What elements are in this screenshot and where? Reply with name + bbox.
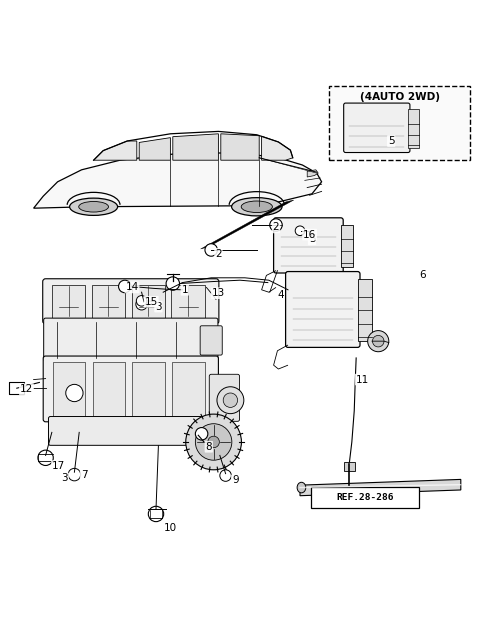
Bar (344, 462, 355, 471)
Text: 6: 6 (419, 270, 426, 281)
FancyBboxPatch shape (311, 487, 419, 508)
Bar (408, 109, 419, 148)
FancyBboxPatch shape (329, 86, 470, 160)
Circle shape (223, 393, 238, 408)
Ellipse shape (79, 202, 108, 212)
Text: 2: 2 (215, 249, 222, 259)
FancyBboxPatch shape (44, 318, 218, 361)
FancyBboxPatch shape (43, 356, 218, 422)
FancyBboxPatch shape (274, 218, 343, 273)
Bar (52, 286, 85, 318)
FancyBboxPatch shape (48, 417, 213, 446)
Polygon shape (307, 169, 318, 177)
Text: 3: 3 (61, 473, 68, 483)
Text: 11: 11 (356, 374, 369, 385)
Text: 5: 5 (388, 136, 395, 146)
Circle shape (136, 299, 147, 310)
Text: 8: 8 (205, 442, 212, 452)
Circle shape (205, 244, 217, 256)
Text: 14: 14 (125, 282, 139, 292)
Polygon shape (300, 480, 461, 496)
Text: 17: 17 (52, 461, 65, 471)
Text: 3: 3 (155, 302, 162, 311)
Circle shape (217, 386, 244, 413)
Circle shape (372, 335, 384, 347)
Text: 4: 4 (277, 290, 284, 300)
Bar (53, 362, 85, 417)
Ellipse shape (232, 198, 282, 216)
FancyBboxPatch shape (209, 374, 240, 421)
Circle shape (38, 450, 53, 465)
Polygon shape (34, 153, 322, 208)
Bar (172, 362, 205, 417)
Bar (171, 286, 205, 318)
Text: 7: 7 (81, 469, 87, 480)
Circle shape (208, 436, 219, 447)
Polygon shape (139, 137, 170, 160)
Circle shape (195, 428, 208, 440)
Polygon shape (201, 200, 294, 249)
Text: 2: 2 (273, 222, 279, 232)
Circle shape (166, 277, 180, 290)
Bar (132, 362, 165, 417)
Circle shape (68, 469, 81, 481)
Bar (9, 383, 24, 394)
Bar (341, 225, 353, 267)
Text: (4AUTO 2WD): (4AUTO 2WD) (360, 92, 440, 101)
Circle shape (195, 424, 232, 460)
Polygon shape (262, 136, 293, 160)
Text: 1: 1 (181, 285, 188, 295)
Bar (132, 286, 165, 318)
Ellipse shape (70, 198, 118, 216)
FancyBboxPatch shape (344, 103, 410, 153)
Circle shape (295, 226, 305, 236)
Text: 10: 10 (164, 523, 177, 534)
FancyBboxPatch shape (43, 279, 219, 324)
Text: 9: 9 (232, 475, 239, 485)
Text: REF.28-286: REF.28-286 (336, 493, 394, 502)
Polygon shape (173, 134, 218, 160)
Polygon shape (221, 134, 259, 160)
Circle shape (119, 280, 131, 293)
Bar (92, 286, 125, 318)
Text: 5: 5 (309, 234, 315, 245)
Bar (358, 279, 372, 341)
Circle shape (186, 414, 241, 470)
Circle shape (220, 470, 231, 482)
Bar (93, 362, 125, 417)
Text: 15: 15 (144, 297, 158, 307)
Polygon shape (94, 141, 137, 160)
FancyBboxPatch shape (286, 272, 360, 347)
Circle shape (270, 219, 282, 231)
Text: 12: 12 (20, 384, 33, 394)
Ellipse shape (297, 482, 306, 493)
Text: 13: 13 (212, 288, 225, 298)
Ellipse shape (241, 201, 273, 213)
Circle shape (136, 295, 147, 306)
Circle shape (148, 507, 164, 522)
Circle shape (66, 385, 83, 402)
FancyBboxPatch shape (200, 325, 222, 355)
Circle shape (368, 331, 389, 352)
Text: 16: 16 (303, 230, 316, 239)
